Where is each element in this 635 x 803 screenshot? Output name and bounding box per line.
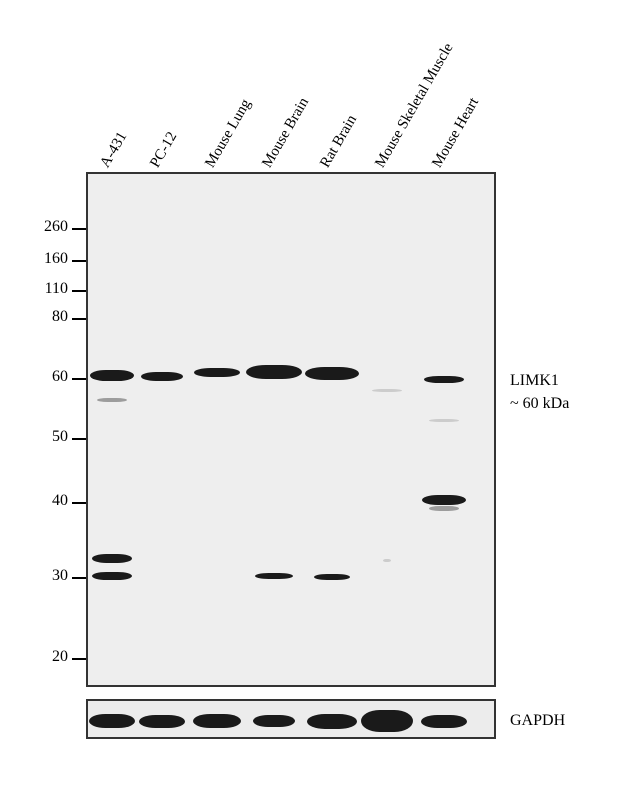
band [92, 572, 132, 580]
band [314, 574, 350, 580]
gapdh-band [253, 715, 295, 727]
band [422, 495, 466, 505]
ladder-tick [72, 378, 86, 380]
ladder-label: 80 [28, 308, 68, 326]
target-label: LIMK1 [510, 372, 559, 390]
gapdh-band [307, 714, 357, 729]
gapdh-band [361, 710, 413, 732]
band [141, 372, 183, 381]
gapdh-band [89, 714, 135, 728]
lane-label: A-431 [97, 129, 131, 171]
band [90, 370, 134, 381]
band [383, 559, 391, 562]
ladder-tick [72, 577, 86, 579]
ladder-tick [72, 290, 86, 292]
band [97, 398, 127, 402]
band [429, 506, 459, 511]
blot-main [86, 172, 496, 687]
ladder-tick [72, 658, 86, 660]
lane-label: PC-12 [147, 129, 181, 171]
band [194, 368, 240, 377]
ladder-label: 160 [28, 250, 68, 268]
ladder-label: 260 [28, 218, 68, 236]
ladder-tick [72, 260, 86, 262]
ladder-tick [72, 438, 86, 440]
lane-label: Mouse Brain [259, 95, 313, 171]
ladder-label: 30 [28, 567, 68, 585]
ladder-label: 40 [28, 492, 68, 510]
gapdh-band [421, 715, 467, 728]
lane-label: Mouse Heart [429, 95, 483, 171]
gapdh-band [139, 715, 185, 728]
ladder-tick [72, 228, 86, 230]
lane-label: Rat Brain [317, 112, 361, 171]
ladder-label: 60 [28, 368, 68, 386]
band [246, 365, 302, 379]
band [424, 376, 464, 383]
band [255, 573, 293, 579]
ladder-label: 110 [28, 280, 68, 298]
ladder-label: 20 [28, 648, 68, 666]
ladder-tick [72, 502, 86, 504]
lane-label: Mouse Lung [202, 96, 255, 171]
band [92, 554, 132, 563]
band [372, 389, 402, 392]
ladder-tick [72, 318, 86, 320]
mw-label: ~ 60 kDa [510, 395, 569, 413]
gapdh-band [193, 714, 241, 728]
band [429, 419, 459, 422]
band [305, 367, 359, 380]
ladder-label: 50 [28, 428, 68, 446]
loading-label: GAPDH [510, 712, 565, 730]
